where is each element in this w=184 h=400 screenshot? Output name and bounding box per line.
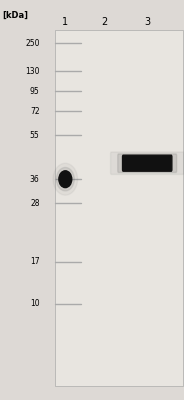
Text: 10: 10 (30, 300, 40, 308)
Text: 250: 250 (25, 39, 40, 48)
Bar (55, 30, 183, 386)
Ellipse shape (59, 171, 72, 188)
Text: 28: 28 (30, 199, 40, 208)
Ellipse shape (53, 163, 78, 195)
Text: 95: 95 (30, 87, 40, 96)
FancyBboxPatch shape (111, 152, 184, 174)
Text: 17: 17 (30, 258, 40, 266)
Text: 2: 2 (101, 17, 107, 27)
Text: 1: 1 (62, 17, 68, 27)
Text: 36: 36 (30, 175, 40, 184)
Text: [kDa]: [kDa] (2, 11, 28, 20)
Text: 72: 72 (30, 107, 40, 116)
FancyBboxPatch shape (123, 155, 172, 171)
Ellipse shape (56, 168, 74, 191)
Text: 55: 55 (30, 131, 40, 140)
FancyBboxPatch shape (118, 154, 177, 172)
Text: 130: 130 (25, 67, 40, 76)
Text: 3: 3 (144, 17, 150, 27)
